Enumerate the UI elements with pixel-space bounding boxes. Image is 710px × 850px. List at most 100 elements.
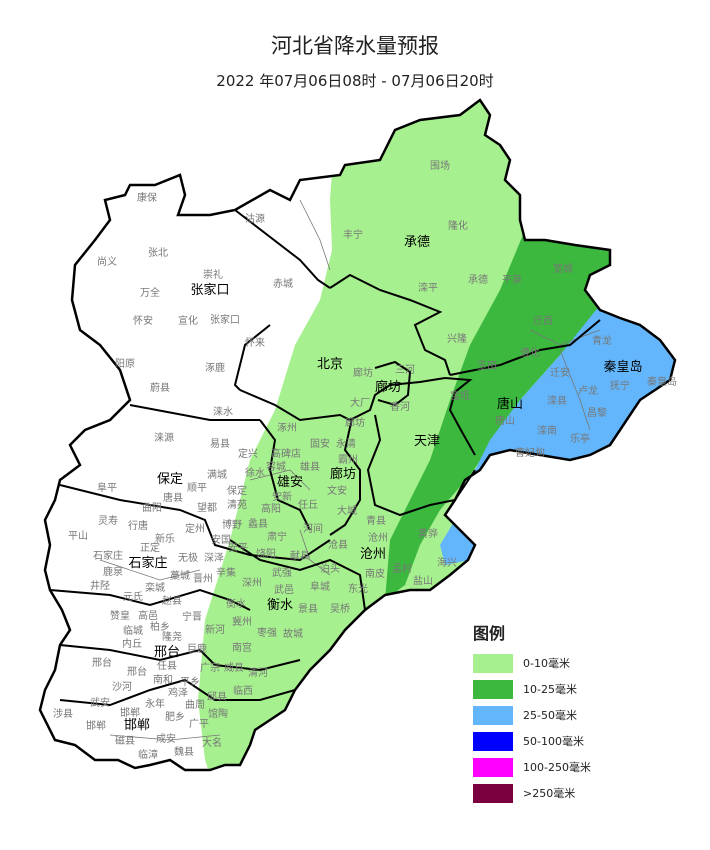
legend-item: 50-100毫米 (473, 728, 591, 754)
county-label: 故城 (283, 627, 303, 640)
county-label: 南和 (153, 673, 173, 686)
county-label: 平泉 (502, 273, 522, 286)
county-label: 新乐 (155, 532, 175, 545)
city-label: 邯郸 (124, 718, 150, 733)
county-label: 香河 (390, 401, 410, 413)
county-label: 黄骅 (418, 527, 438, 540)
county-label: 清河 (248, 666, 268, 679)
county-label: 饶阳 (256, 547, 276, 560)
county-label: 河间 (303, 522, 323, 535)
county-label: 大名 (202, 736, 222, 749)
city-label: 秦皇岛 (603, 359, 642, 375)
boundary-line (129, 404, 260, 421)
county-label: 石家庄 (93, 549, 123, 562)
map-title: 河北省降水量预报 (271, 34, 439, 58)
boundary-line (59, 678, 296, 707)
city-label: 邢台 (154, 645, 180, 660)
county-label: 满城 (207, 469, 227, 481)
county-label: 肃宁 (267, 530, 287, 543)
district-line (559, 349, 591, 431)
county-label: 隆尧 (162, 630, 182, 643)
county-label: 大厂 (350, 396, 370, 409)
county-label: 邢台 (127, 665, 147, 678)
county-label: 赵县 (162, 594, 182, 607)
county-label: 高邑 (138, 609, 158, 622)
county-label: 蔚县 (150, 382, 170, 394)
county-label: 邯郸 (86, 719, 106, 732)
place-labels: 康保沽源张北尚义崇礼赤城万全怀安 宣化 张家口怀来阳原 涿鹿蔚县围场隆化丰宁滦平承德平… (53, 159, 677, 761)
county-label: 吴桥 (330, 603, 350, 615)
county-label: 唐县 (163, 491, 183, 504)
county-label: 高阳 (261, 502, 281, 515)
county-label: 安平 (228, 541, 248, 554)
county-label: 涿鹿 (205, 361, 225, 374)
county-label: 辛集 (216, 566, 236, 579)
county-label: 赤城 (273, 278, 293, 290)
city-label: 廊坊 (375, 379, 401, 395)
county-label: 景县 (298, 603, 318, 615)
county-label: 廊坊 (353, 366, 373, 379)
legend-label: 25-50毫米 (523, 709, 577, 722)
county-label: 沧州 (368, 531, 388, 544)
legend-item: 100-250毫米 (473, 754, 591, 780)
legend: 图例 0-10毫米 10-25毫米 25-50毫米 50-100毫米 100-250毫米… (473, 620, 591, 806)
county-label: 徐水 (245, 466, 265, 479)
county-label: 滦平 (418, 281, 438, 294)
county-label: 深州 (242, 577, 262, 589)
county-label: 临西 (233, 684, 253, 697)
district-line (529, 329, 601, 346)
county-label: 滦县 (547, 394, 567, 407)
county-label: 灵寿 (98, 514, 118, 527)
county-label: 万全 (140, 286, 160, 299)
county-label: 内丘 (122, 637, 142, 650)
legend-swatch (473, 731, 513, 751)
boundary-line (374, 360, 412, 407)
county-label: 清苑 (227, 498, 247, 511)
county-label: 元氏 (123, 591, 143, 603)
city-boundaries (49, 209, 601, 707)
city-label: 北京 (317, 357, 343, 372)
county-label: 文安 (327, 484, 347, 497)
county-label: 魏县 (174, 745, 194, 758)
county-label: 井陉 (90, 579, 110, 592)
county-label: 任县 (157, 659, 177, 672)
county-label: 武安 (90, 696, 110, 709)
county-label: 乐亭 (570, 432, 590, 445)
county-label: 围场 (430, 159, 450, 172)
county-label: 巨鹿 (187, 642, 207, 655)
district-line (99, 559, 201, 581)
county-label: 定州 (185, 522, 205, 535)
county-label: 柏乡 (150, 620, 170, 633)
city-label: 衡水 (267, 598, 293, 613)
boundary-line (239, 377, 446, 422)
county-label: 沧县 (328, 538, 348, 551)
county-label: 永年 (145, 697, 165, 710)
boundary-line (59, 644, 301, 672)
county-label: 滦南 (537, 424, 557, 437)
county-label: 沽源 (245, 212, 265, 225)
county-label: 枣强 (257, 627, 277, 639)
county-label: 曲周 (185, 699, 205, 711)
county-label: 平山 (68, 530, 88, 542)
county-label: 献县 (290, 549, 310, 562)
county-label: 行唐 (128, 519, 148, 532)
county-label: 肥乡 (165, 711, 185, 723)
county-label: 盐山 (413, 574, 433, 587)
legend-label: 50-100毫米 (523, 735, 584, 748)
city-label: 雄安 (277, 475, 303, 490)
county-label: 霸州 (338, 454, 358, 466)
city-label: 天津 (414, 434, 440, 449)
legend-title: 图例 (473, 624, 506, 643)
county-label: 永清 (336, 437, 356, 450)
county-label: 涞水 (213, 406, 233, 418)
county-label: 晋州 (193, 573, 213, 585)
county-label: 抚宁 (610, 379, 630, 392)
boundary-line (49, 588, 251, 611)
city-label: 唐山 (497, 396, 523, 412)
county-label: 大城 (337, 504, 357, 517)
county-label: 阳原 (115, 358, 135, 370)
county-label: 栾城 (145, 581, 165, 594)
county-label: 阜平 (97, 481, 117, 494)
county-label: 任丘 (298, 498, 318, 511)
